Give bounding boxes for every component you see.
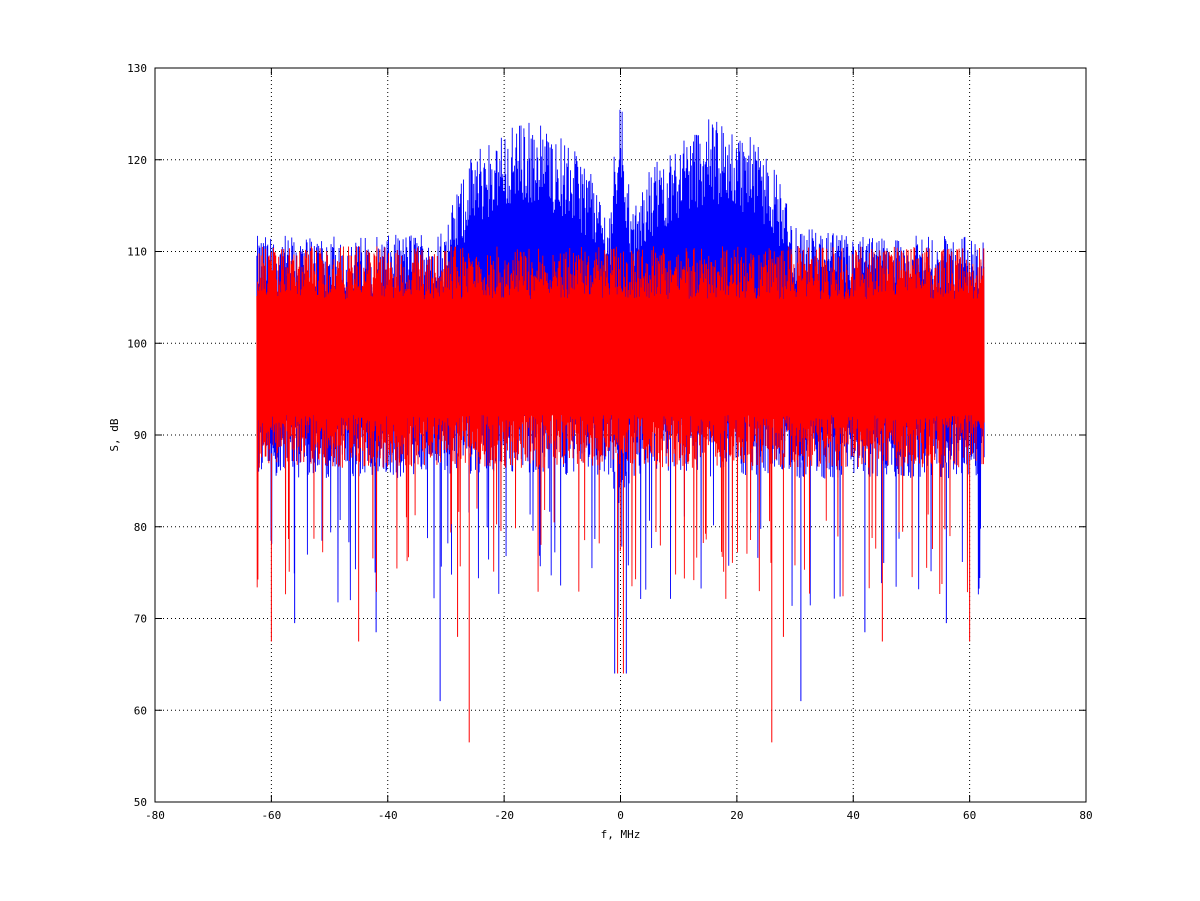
- series-2: [256, 246, 985, 743]
- x-tick-label: -80: [145, 809, 165, 822]
- x-tick-label: 60: [963, 809, 976, 822]
- x-tick-label: -20: [494, 809, 514, 822]
- y-axis-label: S, dB: [108, 418, 121, 451]
- y-tick-label: 80: [134, 521, 147, 534]
- ticks: -80 -60 -40 -20 0 20 40 60 80 50 60 70 80 90 100 110 120…: [127, 62, 1093, 822]
- x-axis-label: f, MHz: [601, 828, 641, 841]
- y-tick-label: 120: [127, 154, 147, 167]
- x-tick-label: -60: [261, 809, 281, 822]
- series-2-trace: [256, 246, 985, 599]
- y-tick-label: 70: [134, 613, 147, 626]
- x-tick-label: 0: [617, 809, 624, 822]
- y-tick-label: 110: [127, 246, 147, 259]
- x-tick-label: 20: [730, 809, 743, 822]
- y-tick-label: 130: [127, 62, 147, 75]
- y-tick-label: 60: [134, 704, 147, 717]
- x-tick-label: 80: [1079, 809, 1092, 822]
- series-layer: [256, 109, 985, 743]
- y-tick-label: 100: [127, 337, 147, 350]
- y-tick-label: 50: [134, 796, 147, 809]
- x-tick-label: 40: [847, 809, 860, 822]
- y-tick-label: 90: [134, 429, 147, 442]
- x-tick-label: -40: [378, 809, 398, 822]
